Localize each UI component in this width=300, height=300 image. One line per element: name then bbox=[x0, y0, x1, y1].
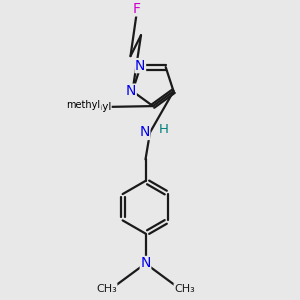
Text: N: N bbox=[140, 256, 151, 271]
Text: H: H bbox=[159, 123, 168, 136]
Text: CH₃: CH₃ bbox=[174, 284, 195, 294]
Text: methyl: methyl bbox=[66, 100, 100, 110]
Text: N: N bbox=[135, 58, 146, 73]
Text: F: F bbox=[133, 2, 140, 16]
Text: N: N bbox=[140, 125, 150, 140]
Text: N: N bbox=[126, 84, 136, 98]
Text: CH₃: CH₃ bbox=[96, 284, 117, 294]
Text: methyl: methyl bbox=[75, 102, 111, 112]
